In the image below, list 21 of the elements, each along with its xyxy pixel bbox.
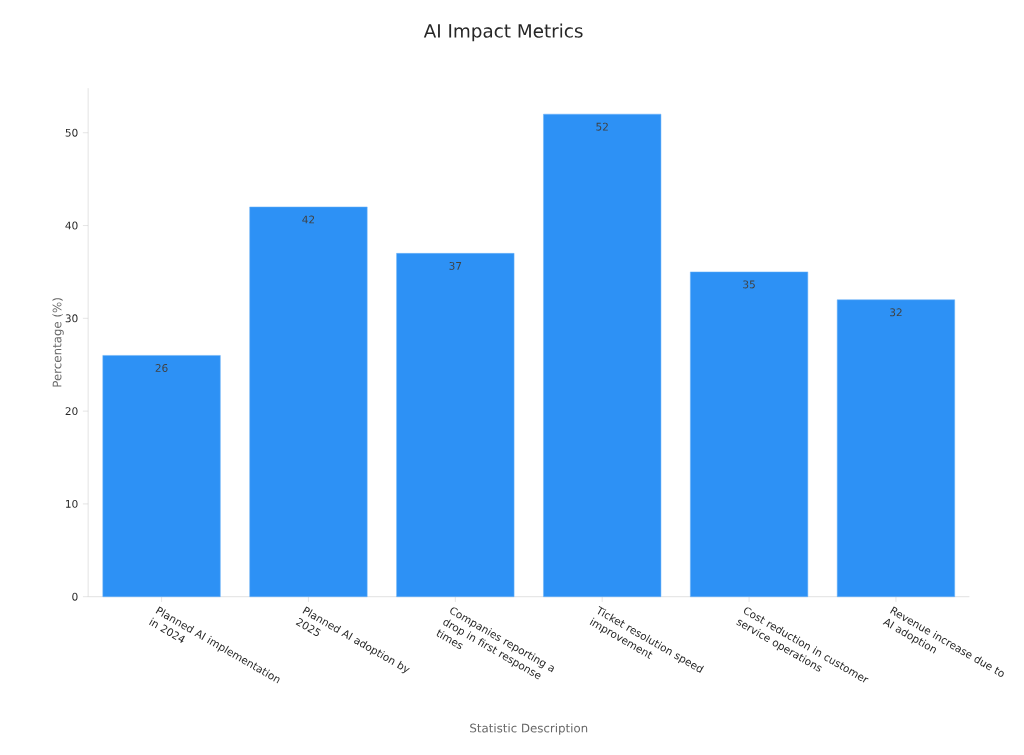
y-axis-title: Percentage (%) [52,297,64,387]
data-label: 26 [155,363,168,372]
y-tick-label: 20 [65,406,78,415]
bar [249,206,368,597]
data-label: 35 [743,280,755,289]
data-label: 52 [596,122,608,131]
y-tick-label: 0 [72,592,78,601]
x-axis-title: Statistic Description [470,723,588,735]
y-tick-label: 40 [65,221,78,230]
y-tick-label: 30 [65,314,78,323]
bar [836,299,955,597]
chart-title: AI Impact Metrics [423,23,583,42]
bar [396,252,515,597]
bar [543,113,662,597]
y-tick-label: 50 [65,128,78,137]
data-label: 32 [890,308,902,317]
y-tick-label: 10 [66,499,78,508]
bar [102,354,221,597]
bar [690,271,809,597]
data-label: 42 [302,215,315,224]
data-label: 37 [449,261,462,270]
